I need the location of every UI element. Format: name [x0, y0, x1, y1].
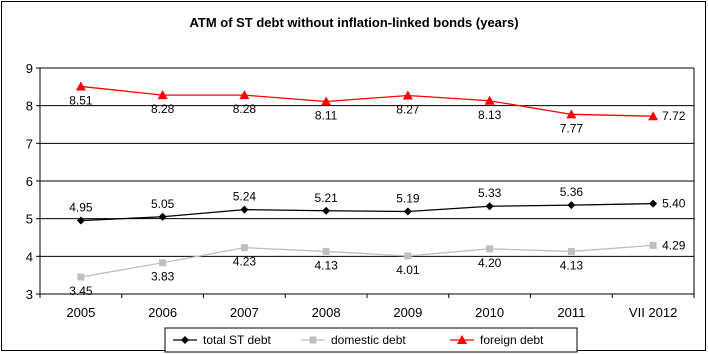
legend-label: foreign debt	[480, 333, 544, 347]
legend: total ST debt domestic debt foreign debt	[164, 327, 578, 353]
data-point	[322, 247, 330, 255]
data-label: 4.13	[314, 258, 338, 272]
y-tick-label: 6	[26, 174, 33, 189]
data-label: 8.13	[478, 108, 502, 122]
data-label: 8.28	[233, 102, 257, 116]
data-point	[566, 109, 577, 119]
data-point	[239, 90, 250, 100]
x-axis-tick-labels: 2005 2006 2007 2008 2009 2010 2011 VII 2012	[66, 305, 677, 320]
data-point	[649, 241, 657, 249]
data-point	[567, 201, 576, 210]
data-point	[157, 90, 168, 100]
data-label: 5.21	[314, 191, 338, 205]
data-label: 8.51	[69, 93, 93, 107]
y-tick-label: 7	[26, 136, 33, 151]
data-point	[240, 205, 249, 214]
legend-marker	[309, 336, 317, 344]
y-tick-label: 4	[26, 249, 33, 264]
x-tick-label: VII 2012	[629, 305, 677, 320]
x-tick-label: 2011	[557, 305, 585, 320]
data-point	[484, 95, 495, 105]
y-tick-label: 9	[26, 61, 33, 76]
data-point	[159, 259, 167, 267]
legend-marker	[181, 336, 189, 344]
data-label: 5.19	[396, 192, 420, 206]
data-label: 5.05	[151, 197, 175, 211]
data-label: 7.77	[560, 121, 584, 135]
data-label: 7.72	[662, 109, 686, 123]
data-point	[75, 81, 86, 91]
legend-label: domestic debt	[331, 333, 406, 347]
x-tick-label: 2010	[475, 305, 504, 320]
data-label: 4.20	[478, 256, 502, 270]
data-point	[403, 207, 412, 216]
data-point	[76, 216, 85, 225]
data-point	[648, 111, 659, 121]
data-point	[402, 90, 413, 100]
series-lines	[75, 81, 659, 281]
data-point	[158, 212, 167, 221]
data-label: 4.95	[69, 201, 93, 215]
series-line	[80, 202, 654, 222]
data-label: 5.40	[662, 197, 686, 211]
data-label: 5.36	[560, 185, 584, 199]
legend-label: total ST debt	[203, 333, 271, 347]
x-tick-label: 2005	[66, 305, 95, 320]
gridlines	[40, 67, 694, 257]
data-point	[485, 202, 494, 211]
axes	[36, 67, 695, 298]
data-label: 5.33	[478, 186, 502, 200]
series-line	[80, 244, 654, 278]
y-tick-label: 8	[26, 99, 33, 114]
data-point	[404, 252, 412, 260]
data-point	[567, 247, 575, 255]
data-point	[77, 273, 85, 281]
data-label: 3.83	[151, 270, 175, 284]
data-label: 5.24	[233, 190, 257, 204]
data-label: 4.01	[396, 263, 420, 277]
y-tick-label: 3	[26, 287, 33, 302]
data-labels: 4.95 5.05 5.24 5.21 5.19 5.33 5.36 5.40 3.45 3.83…	[69, 93, 686, 298]
y-axis-tick-labels: 3 4 5 6 7 8 9	[26, 61, 33, 302]
data-point	[649, 199, 658, 208]
x-tick-label: 2008	[312, 305, 341, 320]
legend-box	[164, 327, 578, 353]
data-point	[240, 244, 248, 252]
chart-title: ATM of ST debt without inflation-linked …	[189, 15, 518, 30]
x-tick-label: 2009	[393, 305, 422, 320]
data-label: 3.45	[69, 284, 93, 298]
y-tick-label: 5	[26, 212, 33, 227]
legend-marker	[457, 335, 467, 344]
data-point	[321, 96, 332, 106]
data-point	[486, 245, 494, 253]
x-tick-label: 2006	[148, 305, 177, 320]
data-label: 4.29	[662, 238, 686, 252]
data-label: 4.23	[233, 255, 257, 269]
data-point	[322, 206, 331, 215]
data-label: 4.13	[560, 258, 584, 272]
data-label: 8.11	[315, 109, 338, 123]
x-tick-label: 2007	[230, 305, 259, 320]
series-line	[80, 85, 654, 117]
data-label: 8.27	[396, 102, 420, 116]
data-label: 8.28	[151, 102, 175, 116]
